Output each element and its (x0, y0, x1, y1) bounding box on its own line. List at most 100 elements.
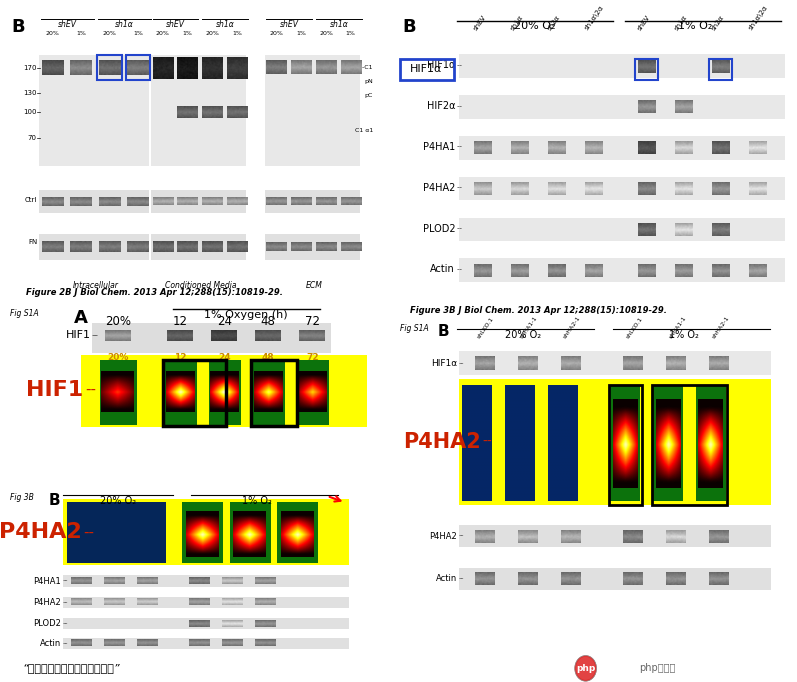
Text: FN: FN (28, 239, 37, 246)
Text: Fig S1A: Fig S1A (10, 309, 38, 318)
Text: shLKO.1: shLKO.1 (477, 316, 495, 340)
Text: 1%: 1% (232, 31, 242, 36)
Text: P4HA2: P4HA2 (0, 522, 81, 542)
Text: 12: 12 (173, 315, 188, 328)
Bar (63, 597, 349, 608)
Text: ECM: ECM (306, 280, 323, 289)
Text: 72: 72 (304, 315, 320, 328)
Text: Fig 3B: Fig 3B (10, 492, 33, 502)
Text: Actin: Actin (40, 639, 61, 648)
Bar (163, 360, 226, 426)
Bar (459, 379, 771, 505)
Text: Ctrl: Ctrl (25, 197, 37, 203)
Text: P4HA2: P4HA2 (430, 531, 457, 541)
Text: 70: 70 (28, 135, 37, 141)
Text: 1% O₂: 1% O₂ (242, 496, 273, 506)
Bar (652, 385, 728, 505)
Text: pN: pN (364, 78, 373, 84)
Text: 1%: 1% (183, 31, 193, 36)
Text: Figure 2B J Biol Chem. 2013 Apr 12;288(15):10819-29.: Figure 2B J Biol Chem. 2013 Apr 12;288(1… (26, 288, 283, 297)
Text: shHA2-1: shHA2-1 (563, 315, 582, 340)
Text: HIF1: HIF1 (65, 331, 90, 340)
Text: Actin: Actin (436, 574, 457, 583)
Bar (39, 190, 149, 213)
Text: 1%: 1% (296, 31, 306, 36)
Text: 1% O₂: 1% O₂ (678, 21, 713, 31)
Text: 12: 12 (174, 353, 186, 362)
Bar (63, 499, 349, 565)
Text: sh1α: sh1α (216, 20, 234, 29)
Bar (151, 190, 246, 213)
Bar (92, 323, 331, 353)
Bar (709, 59, 732, 80)
Text: 20%: 20% (103, 31, 116, 36)
Text: --: -- (63, 598, 69, 607)
Text: sh1α: sh1α (673, 14, 689, 31)
Bar (265, 55, 360, 166)
Text: 1%: 1% (346, 31, 355, 36)
Text: C1 α1: C1 α1 (355, 128, 373, 134)
Text: --: -- (457, 102, 463, 110)
Text: P4HA2: P4HA2 (33, 598, 61, 607)
Bar (459, 177, 785, 201)
Text: shHA1-1: shHA1-1 (520, 315, 539, 340)
Text: shEV: shEV (58, 20, 77, 29)
Text: shHA2-1: shHA2-1 (711, 315, 730, 340)
Text: P4HA2: P4HA2 (402, 432, 481, 451)
Text: Pro-C1: Pro-C1 (352, 65, 373, 70)
Text: B: B (438, 324, 450, 339)
Text: --: -- (457, 143, 463, 151)
Bar (81, 355, 367, 427)
Text: sh1α\2α: sh1α\2α (748, 4, 769, 31)
Text: 100: 100 (23, 109, 37, 115)
Text: pC: pC (364, 93, 373, 98)
Text: “看起来可能使用了模糊工具。”: “看起来可能使用了模糊工具。” (22, 664, 120, 673)
Text: php中文网: php中文网 (638, 664, 675, 673)
Text: 20%: 20% (206, 31, 219, 36)
Text: shEV: shEV (473, 14, 488, 31)
Text: shHA1-1: shHA1-1 (668, 315, 687, 340)
Text: P4HA1: P4HA1 (33, 576, 61, 586)
Text: shEV: shEV (637, 14, 651, 31)
Text: 20%: 20% (319, 31, 333, 36)
Text: 20%: 20% (269, 31, 284, 36)
Text: shEV: shEV (167, 20, 185, 29)
Bar (265, 190, 360, 213)
Bar (459, 95, 785, 119)
Bar (126, 55, 150, 80)
Text: 24: 24 (217, 315, 232, 328)
Bar (39, 233, 149, 260)
Text: sh2α: sh2α (711, 14, 725, 31)
Text: 1% Oxygen (h): 1% Oxygen (h) (205, 310, 288, 320)
Bar (63, 576, 349, 587)
Bar (459, 567, 771, 590)
Text: P4HA1: P4HA1 (423, 142, 455, 152)
Text: sh2α: sh2α (547, 14, 562, 31)
Text: HIF2α: HIF2α (426, 101, 455, 111)
Text: A: A (74, 309, 88, 327)
Text: sh1α: sh1α (329, 20, 348, 29)
Bar (151, 55, 246, 166)
Text: 170: 170 (23, 65, 37, 71)
Bar (400, 59, 454, 80)
Text: 24: 24 (218, 353, 230, 362)
Text: HIF1α: HIF1α (410, 65, 442, 74)
Bar (459, 351, 771, 375)
Text: sh1α\2α: sh1α\2α (584, 4, 606, 31)
Text: 1% O₂: 1% O₂ (669, 330, 698, 340)
Text: Intracellular: Intracellular (73, 280, 119, 289)
Text: --: -- (459, 531, 465, 541)
Bar (459, 218, 785, 241)
Text: php: php (576, 664, 595, 673)
Text: 20%: 20% (105, 315, 131, 328)
Text: --: -- (457, 224, 463, 233)
Text: B: B (12, 18, 26, 36)
Text: P4HA2: P4HA2 (422, 183, 455, 193)
Text: --: -- (457, 183, 463, 192)
Text: HIF1α: HIF1α (426, 61, 455, 70)
Bar (151, 233, 246, 260)
Text: --: -- (63, 619, 69, 628)
Circle shape (575, 656, 596, 681)
Text: PLOD2: PLOD2 (422, 224, 455, 233)
Text: HIF1α: HIF1α (431, 359, 457, 368)
